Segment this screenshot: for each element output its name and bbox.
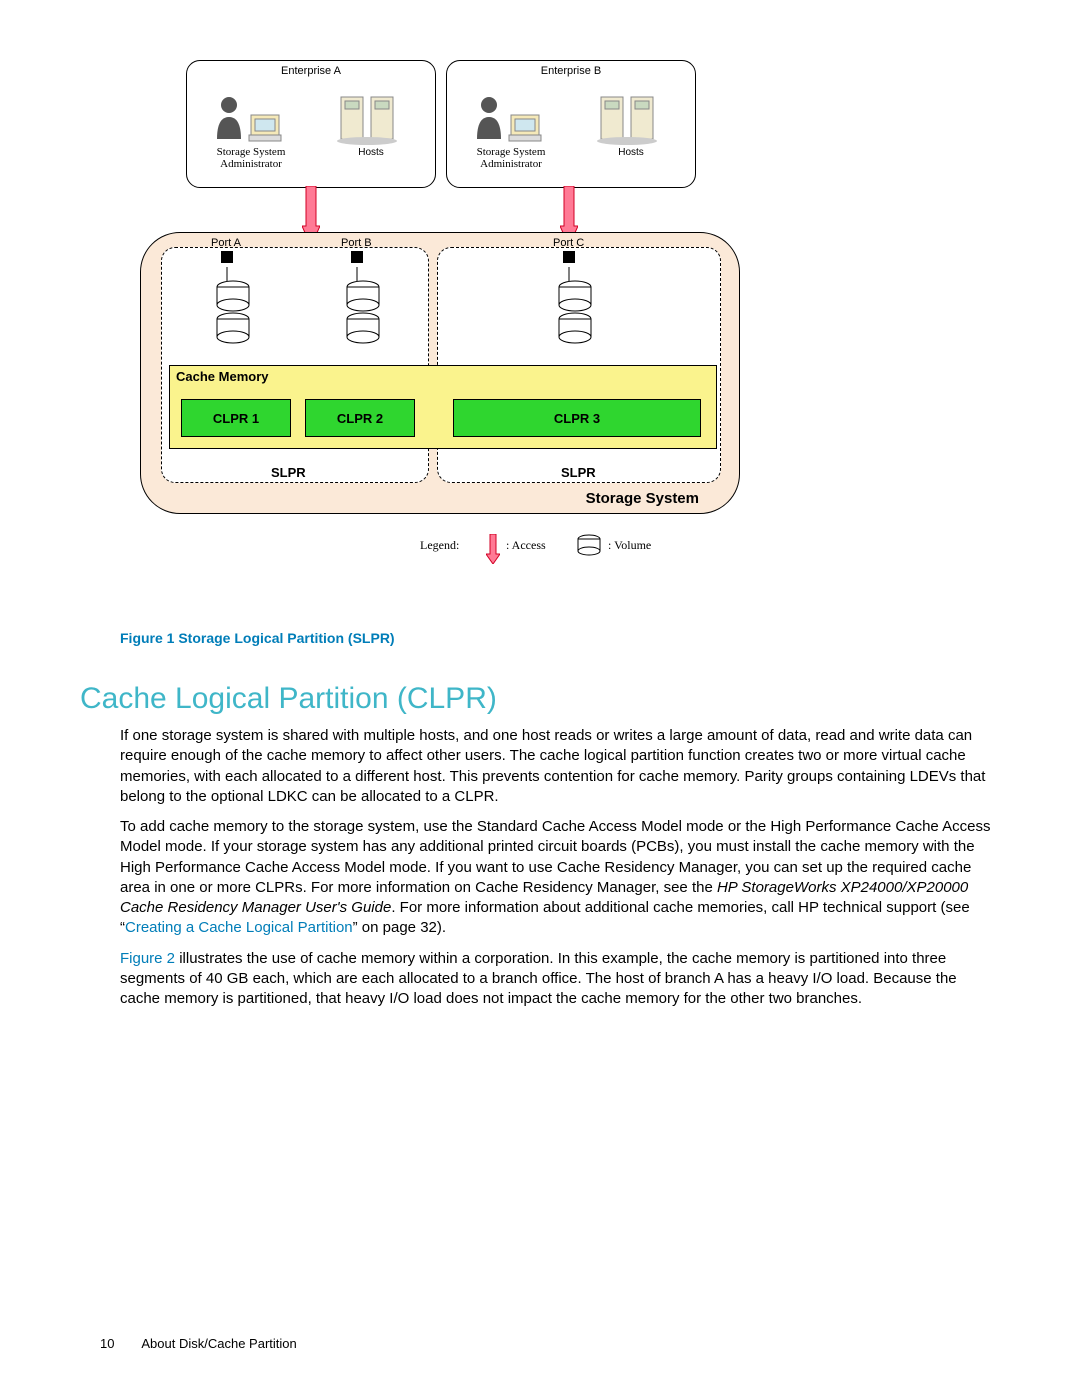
hosts-label-b: Hosts bbox=[581, 147, 681, 158]
admin-icon bbox=[211, 91, 291, 147]
hosts-group-b: Hosts bbox=[581, 91, 681, 158]
paragraph-1: If one storage system is shared with mul… bbox=[120, 726, 1000, 807]
slpr-label-2: SLPR bbox=[561, 465, 596, 480]
enterprise-b-box: Enterprise B Storage System Administrato… bbox=[446, 60, 696, 188]
enterprise-b-title: Enterprise B bbox=[447, 65, 695, 77]
volumes-port-c bbox=[557, 267, 597, 353]
storage-system-label: Storage System bbox=[586, 490, 699, 507]
volumes-port-b bbox=[345, 267, 385, 353]
legend-arrow-icon bbox=[486, 534, 500, 564]
cache-memory-label: Cache Memory bbox=[170, 366, 716, 387]
port-c-label: Port C bbox=[553, 237, 584, 249]
admin-group-a: Storage System Administrator bbox=[201, 91, 301, 170]
admin-group-b: Storage System Administrator bbox=[461, 91, 561, 170]
paragraph-2: To add cache memory to the storage syste… bbox=[120, 817, 1000, 939]
admin-label-a: Storage System Administrator bbox=[201, 147, 301, 170]
port-b-label: Port B bbox=[341, 237, 372, 249]
legend-label: Legend: bbox=[420, 538, 459, 553]
figure-caption: Figure 1 Storage Logical Partition (SLPR… bbox=[120, 630, 1000, 646]
enterprise-a-box: Enterprise A Storage System Administrato… bbox=[186, 60, 436, 188]
hosts-group-a: Hosts bbox=[321, 91, 421, 158]
clpr-1: CLPR 1 bbox=[181, 399, 291, 437]
creating-clpr-link[interactable]: Creating a Cache Logical Partition bbox=[125, 919, 353, 936]
page-number: 10 bbox=[100, 1336, 114, 1351]
hosts-icon bbox=[331, 91, 411, 147]
slpr-diagram: Enterprise A Storage System Administrato… bbox=[140, 60, 740, 600]
clpr-3: CLPR 3 bbox=[453, 399, 701, 437]
section-heading: Cache Logical Partition (CLPR) bbox=[80, 682, 1000, 716]
port-a-label: Port A bbox=[211, 237, 241, 249]
port-a-block bbox=[221, 251, 233, 263]
figure-2-link[interactable]: Figure 2 bbox=[120, 950, 175, 967]
page-footer: 10 About Disk/Cache Partition bbox=[100, 1336, 297, 1351]
paragraph-3: Figure 2 illustrates the use of cache me… bbox=[120, 949, 1000, 1010]
legend-volume-icon bbox=[576, 534, 602, 556]
legend-access-label: : Access bbox=[506, 538, 546, 553]
clpr-2: CLPR 2 bbox=[305, 399, 415, 437]
footer-section: About Disk/Cache Partition bbox=[141, 1336, 296, 1351]
slpr-label-1: SLPR bbox=[271, 465, 306, 480]
volumes-port-a bbox=[215, 267, 255, 353]
port-b-block bbox=[351, 251, 363, 263]
admin-icon bbox=[471, 91, 551, 147]
enterprise-a-title: Enterprise A bbox=[187, 65, 435, 77]
hosts-icon bbox=[591, 91, 671, 147]
storage-system-box: Port A Port B Port C bbox=[140, 232, 740, 514]
port-c-block bbox=[563, 251, 575, 263]
legend-volume-label: : Volume bbox=[608, 538, 651, 553]
hosts-label-a: Hosts bbox=[321, 147, 421, 158]
admin-label-b: Storage System Administrator bbox=[461, 147, 561, 170]
